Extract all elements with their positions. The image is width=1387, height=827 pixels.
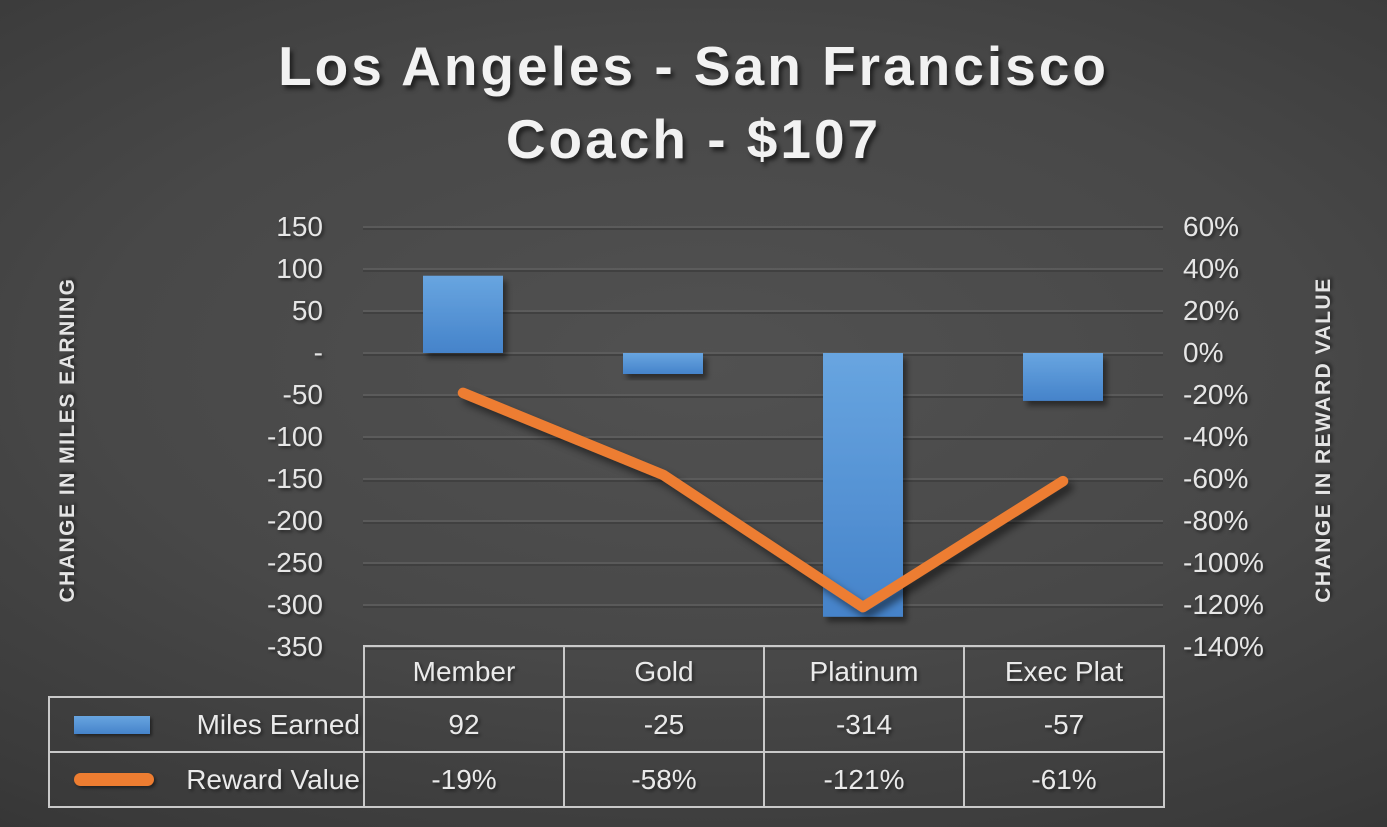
- series-label: Reward Value: [186, 763, 360, 795]
- legend-cell-reward-value: Reward Value: [48, 751, 365, 808]
- table-row: Reward Value -19% -58% -121% -61%: [48, 751, 1165, 808]
- value-cell-member: -19%: [363, 751, 565, 808]
- right-axis-tick: 0%: [1183, 337, 1224, 368]
- column-header-gold: Gold: [563, 645, 765, 698]
- left-axis-tick: 150: [276, 211, 323, 242]
- column-header-platinum: Platinum: [763, 645, 965, 698]
- chart-title-line1: Los Angeles - San Francisco: [278, 35, 1109, 97]
- left-axis-tick: -250: [266, 547, 323, 578]
- left-axis-tick: -50: [282, 379, 323, 410]
- value-cell-exec-plat: -61%: [963, 751, 1165, 808]
- right-axis-tick: -40%: [1183, 421, 1249, 452]
- left-axis-tick: -150: [266, 463, 323, 494]
- right-axis-tick: -120%: [1183, 589, 1264, 620]
- left-axis-tick: -: [313, 337, 323, 368]
- right-axis-tick: 20%: [1183, 295, 1240, 326]
- right-axis-tick: 40%: [1183, 253, 1240, 284]
- right-axis-tick: -80%: [1183, 505, 1249, 536]
- right-axis-tick: -100%: [1183, 547, 1264, 578]
- plot-area: [363, 226, 1163, 650]
- reward-value-line: [457, 387, 1069, 613]
- left-axis-tick: 50: [291, 295, 323, 326]
- value-cell-platinum: -314: [763, 696, 965, 753]
- reward-value-swatch-icon: [74, 773, 154, 786]
- left-axis-title: CHANGE IN MILES EARNING: [56, 277, 79, 603]
- data-table: Member Gold Platinum Exec Plat Miles Earned 9…: [48, 645, 1165, 808]
- legend-key: Reward Value: [51, 754, 362, 805]
- left-axis-tick: 100: [276, 253, 323, 284]
- legend-cell-miles-earned: Miles Earned: [48, 696, 365, 753]
- right-axis-tick: -20%: [1183, 379, 1249, 410]
- column-header-exec-plat: Exec Plat: [963, 645, 1165, 698]
- table-row: Miles Earned 92 -25 -314 -57: [48, 696, 1165, 753]
- series-label: Miles Earned: [196, 708, 360, 740]
- bar-exec-plat: [1023, 353, 1103, 401]
- value-cell-platinum: -121%: [763, 751, 965, 808]
- value-cell-gold: -25: [563, 696, 765, 753]
- chart-title: Los Angeles - San Francisco Coach - $107: [0, 30, 1387, 176]
- legend-key: Miles Earned: [51, 699, 362, 750]
- bar-member: [423, 275, 503, 353]
- value-cell-gold: -58%: [563, 751, 765, 808]
- bar-gold: [623, 353, 703, 374]
- left-axis-tick: -300: [266, 589, 323, 620]
- value-cell-member: 92: [363, 696, 565, 753]
- left-axis-tick: -200: [266, 505, 323, 536]
- column-header-member: Member: [363, 645, 565, 698]
- miles-earned-swatch-icon: [74, 715, 150, 734]
- value-cell-exec-plat: -57: [963, 696, 1165, 753]
- right-axis-tick: 60%: [1183, 211, 1240, 242]
- left-axis-tick: -100: [266, 421, 323, 452]
- right-axis-tick: -140%: [1183, 631, 1264, 662]
- table-corner-empty: [49, 646, 364, 697]
- bar-platinum: [823, 353, 903, 617]
- right-axis-tick: -60%: [1183, 463, 1249, 494]
- left-axis-tick: -350: [266, 631, 323, 662]
- chart-title-line2: Coach - $107: [505, 108, 882, 170]
